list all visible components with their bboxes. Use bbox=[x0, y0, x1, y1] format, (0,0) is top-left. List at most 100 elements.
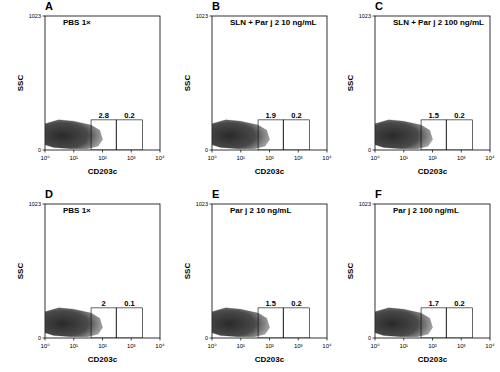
panel-title: PBS 1× bbox=[63, 18, 91, 27]
x-tick-label: 10⁴ bbox=[155, 343, 165, 349]
x-axis-label: CD203c bbox=[88, 167, 118, 176]
panel-label: F bbox=[375, 188, 382, 200]
y-tick bbox=[43, 338, 46, 339]
x-tick bbox=[212, 338, 213, 341]
x-tick-label: 10¹ bbox=[69, 155, 78, 161]
panel-title: Par j 2 10 ng/mL bbox=[230, 206, 291, 215]
x-tick bbox=[432, 338, 433, 341]
gate bbox=[283, 120, 309, 150]
gate-percent: 0.2 bbox=[454, 299, 464, 308]
y-tick-label: 0 bbox=[368, 147, 371, 153]
x-axis-label: CD203c bbox=[418, 355, 448, 364]
x-tick-label: 10³ bbox=[127, 343, 136, 349]
x-tick-label: 10² bbox=[428, 155, 437, 161]
x-tick bbox=[269, 150, 270, 153]
gate bbox=[283, 308, 309, 338]
x-tick-label: 10⁰ bbox=[207, 155, 217, 161]
panel: CSLN + Par j 2 100 ng/mLSSCCD203c10⁰10¹1… bbox=[346, 0, 495, 176]
y-tick-label: 1023 bbox=[359, 13, 371, 19]
plot-area bbox=[212, 120, 310, 150]
panel-label: C bbox=[375, 0, 383, 12]
plot-area bbox=[212, 308, 310, 338]
x-tick bbox=[327, 150, 328, 153]
x-tick bbox=[45, 338, 46, 341]
gate-percent: 2 bbox=[102, 299, 106, 308]
cell-population bbox=[45, 308, 103, 337]
x-tick-label: 10³ bbox=[457, 343, 466, 349]
plot-area bbox=[45, 120, 143, 150]
y-tick-label: 0 bbox=[368, 335, 371, 341]
gate-percent: 1.9 bbox=[265, 111, 275, 120]
x-tick-label: 10⁴ bbox=[322, 155, 332, 161]
gate bbox=[421, 308, 446, 338]
plot-frame bbox=[45, 204, 160, 338]
panel: APBS 1×SSCCD203c10⁰10¹10²10³10⁴010232.80… bbox=[16, 0, 165, 176]
panel-label: D bbox=[45, 188, 53, 200]
panel-title: SLN + Par j 2 10 ng/mL bbox=[230, 18, 317, 27]
y-axis-label: SSC bbox=[346, 75, 355, 92]
gate bbox=[258, 308, 283, 338]
y-axis-label: SSC bbox=[346, 263, 355, 280]
x-tick-label: 10⁴ bbox=[322, 343, 332, 349]
x-axis-label: CD203c bbox=[255, 355, 285, 364]
gate-percent: 0.2 bbox=[291, 111, 301, 120]
x-tick-label: 10² bbox=[265, 343, 274, 349]
panel: EPar j 2 10 ng/mLSSCCD203c10⁰10¹10²10³10… bbox=[183, 188, 332, 364]
x-tick bbox=[269, 338, 270, 341]
x-axis-label: CD203c bbox=[88, 355, 118, 364]
gate-percent: 2.8 bbox=[98, 111, 108, 120]
x-tick-label: 10² bbox=[428, 343, 437, 349]
plot-area bbox=[375, 120, 473, 150]
x-tick-label: 10² bbox=[98, 343, 107, 349]
y-tick bbox=[43, 16, 46, 17]
x-tick bbox=[298, 150, 299, 153]
y-tick-label: 0 bbox=[205, 147, 208, 153]
x-tick-label: 10¹ bbox=[69, 343, 78, 349]
x-tick-label: 10³ bbox=[127, 155, 136, 161]
x-tick bbox=[240, 338, 241, 341]
y-tick-label: 0 bbox=[38, 147, 41, 153]
x-tick-label: 10⁰ bbox=[40, 155, 50, 161]
gate bbox=[91, 120, 116, 150]
gate bbox=[446, 120, 472, 150]
panel-title: Par j 2 100 ng/mL bbox=[393, 206, 459, 215]
cell-population bbox=[212, 120, 270, 149]
x-tick bbox=[403, 338, 404, 341]
x-tick bbox=[160, 150, 161, 153]
x-tick bbox=[490, 150, 491, 153]
plot-frame bbox=[212, 16, 327, 150]
panel-title: PBS 1× bbox=[63, 206, 91, 215]
gate-percent: 1.5 bbox=[428, 111, 438, 120]
panel: BSLN + Par j 2 10 ng/mLSSCCD203c10⁰10¹10… bbox=[183, 0, 332, 176]
y-tick bbox=[210, 204, 213, 205]
x-tick-label: 10⁴ bbox=[155, 155, 165, 161]
x-tick bbox=[212, 150, 213, 153]
y-tick bbox=[373, 150, 376, 151]
y-tick bbox=[43, 204, 46, 205]
gate-percent: 1.5 bbox=[265, 299, 275, 308]
x-tick bbox=[461, 338, 462, 341]
x-tick-label: 10³ bbox=[457, 155, 466, 161]
y-tick bbox=[373, 338, 376, 339]
x-tick-label: 10² bbox=[98, 155, 107, 161]
panel-title: SLN + Par j 2 100 ng/mL bbox=[393, 18, 484, 27]
x-tick-label: 10⁴ bbox=[485, 155, 495, 161]
x-tick bbox=[432, 150, 433, 153]
plot-frame bbox=[45, 16, 160, 150]
plot-area bbox=[375, 308, 473, 338]
x-tick-label: 10⁰ bbox=[207, 343, 217, 349]
y-tick bbox=[373, 204, 376, 205]
gate-percent: 1.7 bbox=[428, 299, 438, 308]
cell-population bbox=[375, 308, 433, 337]
y-tick-label: 1023 bbox=[29, 13, 41, 19]
x-tick-label: 10¹ bbox=[399, 155, 408, 161]
figure: APBS 1×SSCCD203c10⁰10¹10²10³10⁴010232.80… bbox=[0, 0, 500, 372]
x-tick bbox=[160, 338, 161, 341]
y-tick-label: 1023 bbox=[29, 201, 41, 207]
x-tick bbox=[102, 150, 103, 153]
x-tick-label: 10³ bbox=[294, 343, 303, 349]
panel-label: E bbox=[212, 188, 219, 200]
x-tick bbox=[461, 150, 462, 153]
plot-frame bbox=[375, 16, 490, 150]
y-tick-label: 0 bbox=[205, 335, 208, 341]
